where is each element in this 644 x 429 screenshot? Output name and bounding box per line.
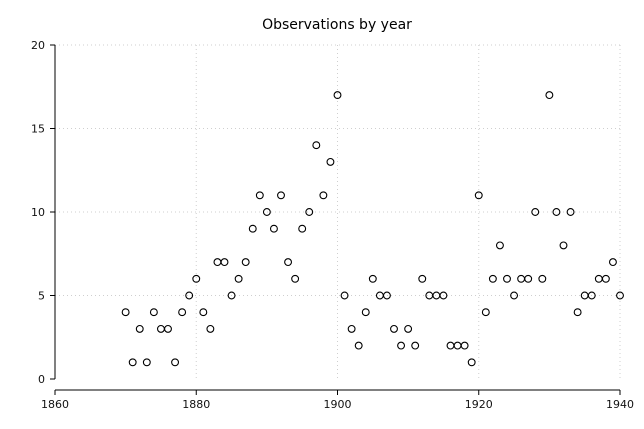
data-point [411,341,420,350]
y-tick-label: 15 [31,123,45,136]
data-point [156,324,165,333]
data-point [185,291,194,300]
grid-lines [55,44,621,379]
x-tick-label: 1920 [465,398,493,411]
data-point [382,291,391,300]
x-tick-label: 1940 [606,398,634,411]
data-point [488,274,497,283]
data-point [552,208,561,216]
y-tick-label: 10 [31,206,45,219]
data-point [262,208,271,216]
data-point [326,157,335,166]
data-point [368,274,377,283]
data-point [453,341,462,350]
data-point [404,324,413,333]
data-point [510,291,519,300]
data-point [503,274,511,283]
data-point [227,291,236,300]
data-point [439,291,448,300]
data-point [333,91,342,100]
data-point [531,208,540,216]
data-point [594,274,603,283]
data-point [340,291,349,300]
data-point [255,191,264,200]
chart-title: Observations by year [262,17,412,33]
data-point [616,291,624,300]
x-tick-label: 1860 [41,398,69,411]
data-point [354,341,363,350]
data-point [298,224,307,233]
data-point [178,308,187,317]
data-point [566,208,575,216]
data-point [481,308,490,317]
data-point [128,358,137,367]
data-point [545,91,554,100]
data-point [171,358,180,367]
data-points [121,91,624,367]
data-point [460,341,469,350]
data-point [241,258,250,267]
data-point [284,258,293,267]
data-point [206,324,215,333]
data-point [305,208,314,216]
data-point [220,258,229,267]
data-point [418,274,427,283]
data-point [135,324,144,333]
y-tick-label: 20 [31,39,45,52]
data-point [164,324,172,333]
data-point [142,358,151,367]
data-point [192,274,201,283]
data-point [347,324,356,333]
data-point [524,274,533,283]
y-tick-label: 0 [38,373,45,386]
x-tick-label: 1900 [324,398,352,411]
data-point [467,358,476,367]
data-point [149,308,158,317]
data-point [277,191,285,200]
data-point [213,258,222,267]
data-point [291,274,300,283]
data-point [121,308,130,317]
data-point [559,241,568,250]
data-point [538,274,547,283]
axes: 0 5 10 15 20 1860 1880 1900 1920 1940 [31,39,634,411]
data-point [446,341,455,350]
data-point [397,341,406,350]
data-point [601,274,610,283]
data-point [495,241,504,250]
data-point [390,324,398,333]
data-point [573,308,582,317]
data-point [248,224,257,233]
data-point [361,308,370,317]
data-point [319,191,328,200]
data-point [432,291,441,300]
data-point [587,291,596,300]
data-point [517,274,526,283]
data-point [199,308,208,317]
y-tick-label: 5 [38,290,45,303]
data-point [312,141,321,150]
data-point [269,224,278,233]
data-point [234,274,243,283]
data-point [474,191,483,200]
data-point [608,258,617,267]
x-tick-label: 1880 [182,398,210,411]
